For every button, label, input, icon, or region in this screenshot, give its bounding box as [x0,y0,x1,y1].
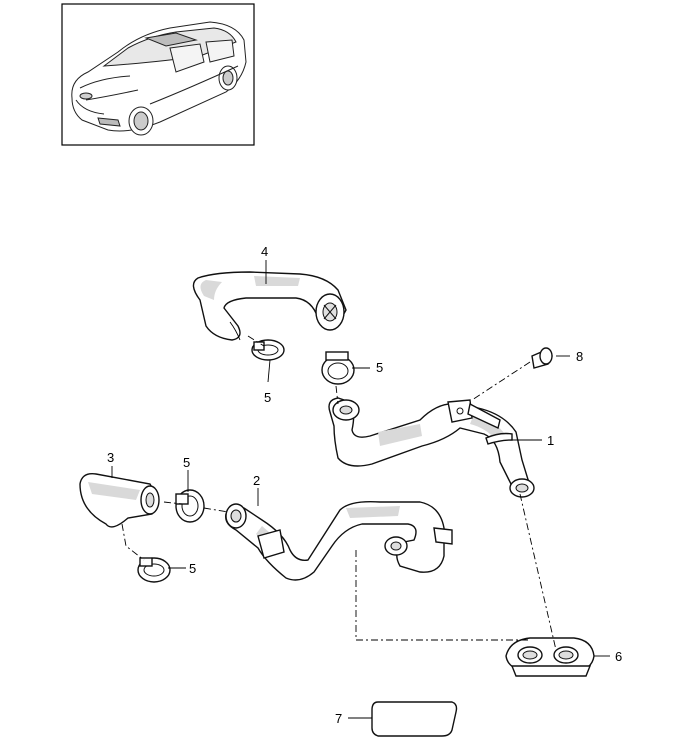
assembly-lines [121,335,557,651]
callout-labels: 4 5 5 8 1 3 5 2 5 6 7 [107,244,622,726]
screw-part-8 [531,347,553,369]
vehicle-thumbnail [61,3,255,146]
grommet-part-6 [505,637,595,677]
callout-5: 5 [189,561,196,576]
callout-5: 5 [183,455,190,470]
hose-part-2 [225,500,453,581]
callout-5: 5 [376,360,383,375]
callout-7: 7 [335,711,342,726]
hose-part-3 [79,473,160,528]
clamp-5c [175,489,205,523]
clamp-5a [251,339,285,361]
hose-part-4 [192,271,347,341]
callout-2: 2 [253,473,260,488]
suv-illustration [71,21,247,136]
clamp-5b [321,351,355,385]
label-plate-part-7 [371,701,458,737]
callout-4: 4 [261,244,268,259]
callout-1: 1 [547,433,554,448]
clamp-5d [137,557,171,583]
callout-5: 5 [264,390,271,405]
hose-part-1 [328,397,535,498]
callout-6: 6 [615,649,622,664]
leader-lines [111,260,610,719]
callout-8: 8 [576,349,583,364]
callout-3: 3 [107,450,114,465]
